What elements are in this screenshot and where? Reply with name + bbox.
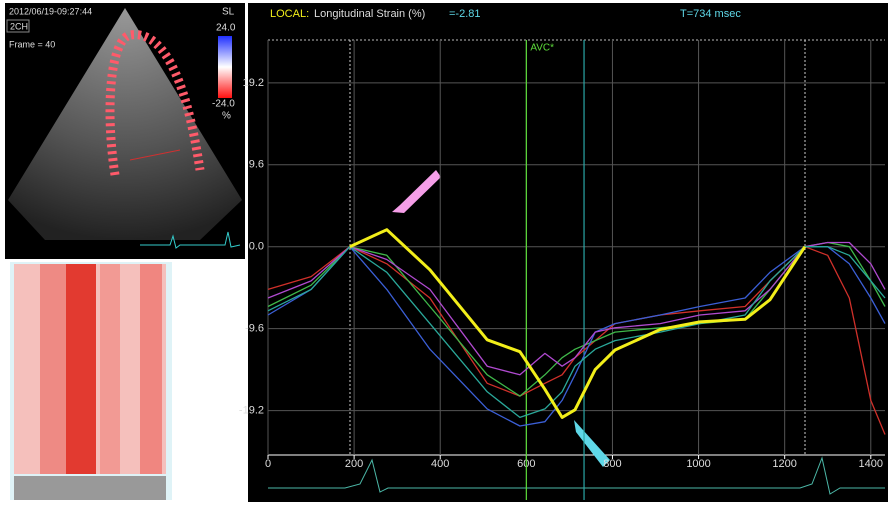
- y-tick-label: -9.6: [245, 323, 264, 335]
- timestamp: 2012/06/19-09:27:44: [9, 6, 92, 16]
- x-tick-label: 800: [603, 458, 621, 470]
- y-tick-label: 9.6: [249, 159, 264, 171]
- screenshot: 2012/06/19-09:27:44 2CH Frame = 40 SL 24…: [0, 0, 891, 505]
- scale-unit: %: [222, 111, 231, 122]
- x-tick-label: 1200: [772, 458, 796, 470]
- header-time: T=734 msec: [680, 8, 741, 20]
- y-tick-label: -19.2: [239, 405, 264, 417]
- strain-band: [140, 264, 162, 474]
- frame-label: Frame = 40: [9, 39, 55, 49]
- strain-map-ecg: [14, 476, 166, 500]
- scale-name: SL: [222, 7, 235, 18]
- x-tick-label: 0: [265, 458, 271, 470]
- y-tick-label: 0.0: [249, 241, 264, 253]
- scale-min: -24.0: [212, 99, 235, 110]
- y-tick-label: 19.2: [243, 77, 264, 89]
- color-bar: [218, 36, 232, 98]
- x-tick-label: 400: [431, 458, 449, 470]
- strain-band: [66, 264, 96, 474]
- marker-label: AVC*: [530, 43, 554, 54]
- strain-band: [100, 264, 120, 474]
- strain-band: [40, 264, 70, 474]
- header-measure: Longitudinal Strain (%): [314, 8, 425, 20]
- header-mode: LOCAL:: [270, 8, 309, 20]
- x-tick-label: 1000: [686, 458, 710, 470]
- header-value: =-2.81: [449, 8, 481, 20]
- x-tick-label: 200: [345, 458, 363, 470]
- x-tick-label: 1400: [859, 458, 883, 470]
- scale-max: 24.0: [216, 23, 236, 34]
- view-label: 2CH: [10, 21, 28, 31]
